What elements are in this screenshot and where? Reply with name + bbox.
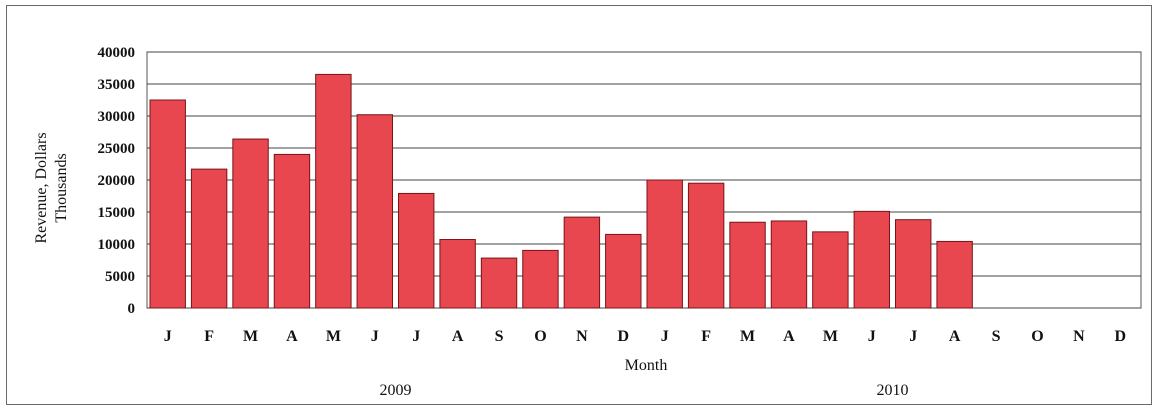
bar: [895, 219, 932, 309]
y-tick-label: 10000: [98, 237, 136, 253]
x-tick-label: J: [868, 328, 876, 345]
bar: [605, 233, 642, 309]
year-label: 2009: [380, 382, 412, 399]
x-tick-label: M: [243, 328, 258, 345]
bar: [356, 114, 394, 309]
bar: [729, 221, 766, 309]
bar: [232, 138, 269, 309]
y-axis-title: Revenue, Dollars Thousands: [33, 132, 70, 243]
x-tick-label: N: [1073, 328, 1085, 345]
x-tick-label: J: [909, 328, 917, 345]
bar: [190, 168, 228, 309]
bars: [149, 73, 973, 309]
bar: [149, 99, 186, 309]
x-tick-label: O: [1031, 328, 1043, 345]
x-tick-label: A: [452, 328, 464, 345]
y-tick-label: 5000: [105, 269, 135, 285]
y-axis-title-line2: Thousands: [53, 153, 70, 222]
y-tick-labels: 0 5000 10000 15000 20000 25000 30000 35000 40000: [98, 45, 136, 317]
x-tick-label: A: [286, 328, 298, 345]
x-tick-label: J: [412, 328, 420, 345]
x-tick-label: D: [618, 328, 630, 345]
x-tick-label: S: [495, 328, 504, 345]
year-label: 2010: [877, 382, 909, 399]
x-tick-label: M: [326, 328, 341, 345]
bar: [770, 220, 808, 309]
x-tick-label: S: [992, 328, 1001, 345]
x-tick-label: N: [576, 328, 588, 345]
x-tick-label: A: [949, 328, 961, 345]
chart-frame: 0 5000 10000 15000 20000 25000 30000 35000 40000…: [6, 5, 1152, 405]
bar: [563, 216, 601, 309]
y-axis-title-line1: Revenue, Dollars: [33, 132, 50, 243]
y-tick-label: 20000: [98, 173, 136, 189]
bar: [687, 182, 725, 309]
year-labels: 2009 2010: [380, 382, 909, 399]
y-tick-label: 30000: [98, 109, 136, 125]
bar: [273, 153, 311, 309]
y-tick-label: 35000: [98, 77, 136, 93]
x-tick-label: O: [534, 328, 546, 345]
bar: [812, 231, 849, 309]
gridlines: [146, 51, 1142, 309]
x-tick-label: M: [823, 328, 838, 345]
bar: [439, 239, 476, 309]
bar: [480, 257, 518, 309]
bar: [853, 210, 890, 309]
x-tick-label: F: [701, 328, 711, 345]
bar: [646, 179, 683, 309]
y-tick-label: 25000: [98, 141, 136, 157]
bar: [398, 192, 435, 309]
x-tick-label: J: [371, 328, 379, 345]
bar: [315, 73, 352, 309]
x-axis-title: Month: [625, 357, 668, 374]
bar: [936, 240, 973, 309]
x-tick-label: J: [164, 328, 172, 345]
y-tick-label: 0: [128, 301, 136, 317]
x-tick-label: M: [740, 328, 755, 345]
y-tick-label: 40000: [98, 45, 136, 61]
y-tick-label: 15000: [98, 205, 136, 221]
x-tick-label: A: [783, 328, 795, 345]
x-tick-label: D: [1115, 328, 1127, 345]
x-tick-label: F: [204, 328, 214, 345]
x-tick-label: J: [661, 328, 669, 345]
bar: [522, 249, 559, 309]
revenue-bar-chart: 0 5000 10000 15000 20000 25000 30000 35000 40000…: [33, 45, 1142, 399]
